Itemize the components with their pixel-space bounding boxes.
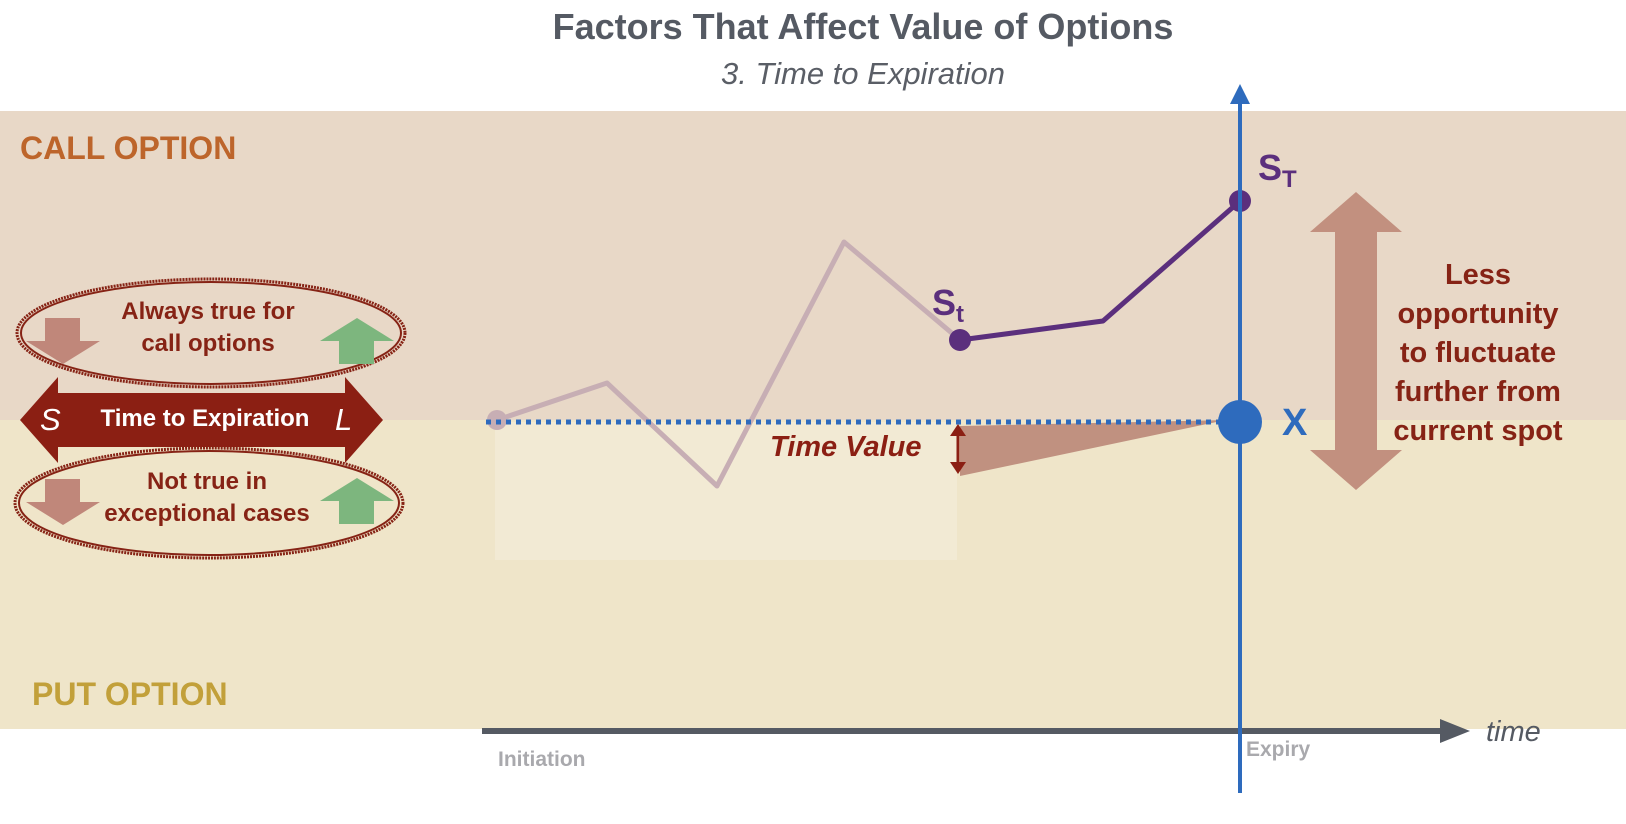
time-value-wedge — [960, 420, 1226, 476]
less-opportunity-line-2: opportunity — [1397, 298, 1559, 330]
current-spot-label: St — [932, 282, 964, 329]
bottom-oval — [13, 446, 405, 560]
down-arrow-icon — [26, 318, 100, 364]
less-opportunity-text: Less opportunity to fluctuate further fr… — [1378, 256, 1578, 451]
time-axis-arrowhead — [1440, 719, 1470, 743]
past-price-path — [496, 239, 962, 489]
expiry-label: Expiry — [1246, 738, 1311, 761]
top-oval — [15, 277, 407, 389]
time-to-expiration-banner — [20, 377, 383, 463]
time-value-label: Time Value — [770, 431, 922, 463]
strike-point — [1218, 400, 1262, 444]
current-spot-symbol: S — [932, 282, 957, 323]
page-title: Factors That Affect Value of Options — [552, 6, 1174, 47]
current-price-point — [949, 329, 971, 351]
bottom-oval-line-1: Not true in — [147, 468, 267, 495]
call-option-label: CALL OPTION — [20, 130, 237, 166]
page-subtitle: 3. Time to Expiration — [720, 56, 1005, 91]
top-oval-text: Always true for call options — [88, 296, 328, 360]
time-axis-label: time — [1486, 716, 1541, 748]
expiry-axis-arrowhead — [1230, 84, 1250, 104]
bottom-oval-text: Not true in exceptional cases — [72, 466, 342, 530]
expiry-spot-subscript: T — [1282, 166, 1297, 193]
less-opportunity-line-5: current spot — [1393, 415, 1563, 447]
down-arrow-icon — [26, 479, 100, 525]
less-opportunity-arrow — [1310, 192, 1402, 490]
past-highlight-box — [495, 422, 957, 560]
put-option-label: PUT OPTION — [32, 676, 228, 712]
current-spot-subscript: t — [956, 301, 965, 328]
time-value-bracket-bottom — [950, 462, 966, 474]
less-opportunity-line-3: to fluctuate — [1399, 337, 1557, 369]
bottom-oval-line-2: exceptional cases — [104, 500, 310, 527]
banner-long-label: L — [335, 402, 353, 437]
less-opportunity-line-4: further from — [1395, 376, 1561, 408]
expiry-spot-symbol: S — [1258, 147, 1283, 188]
up-arrow-icon — [320, 478, 394, 524]
top-oval-line-2: call options — [141, 330, 275, 357]
banner-short-label: S — [40, 402, 61, 437]
up-arrow-icon — [320, 318, 394, 364]
top-oval-outline — [20, 281, 402, 385]
strike-label: X — [1282, 402, 1308, 444]
time-value-bracket-top — [950, 424, 966, 436]
top-oval-line-1: Always true for — [121, 298, 295, 325]
bottom-oval-outline — [18, 450, 400, 556]
less-opportunity-line-1: Less — [1444, 259, 1512, 291]
expiry-spot-label: ST — [1258, 147, 1297, 194]
banner-text: Time to Expiration — [100, 405, 310, 432]
future-price-path — [959, 199, 1242, 343]
initiation-label: Initiation — [498, 748, 586, 771]
